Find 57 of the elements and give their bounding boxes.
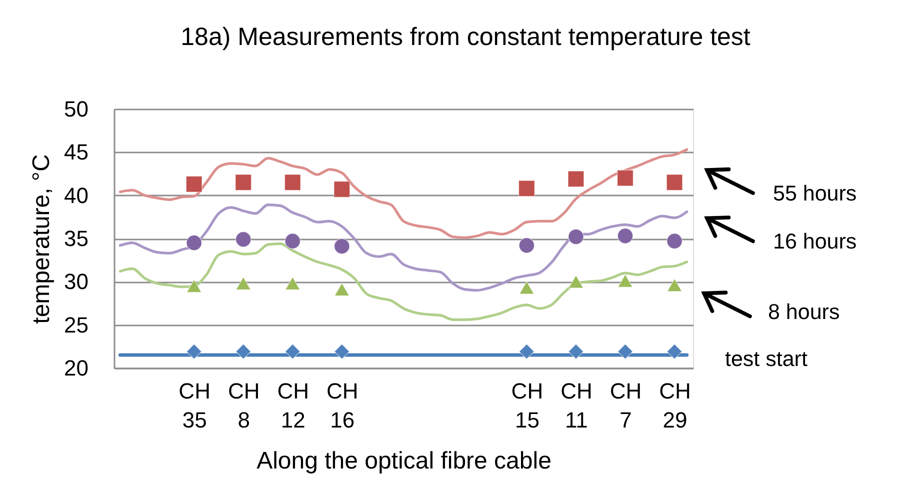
point xyxy=(334,282,350,296)
y-tick-label: 35 xyxy=(64,226,88,251)
y-tick-label: 45 xyxy=(64,140,88,165)
x-tick-label: CH 12 xyxy=(277,378,310,432)
point xyxy=(236,276,251,290)
y-tick-label: 25 xyxy=(64,312,88,338)
point xyxy=(568,344,584,360)
x-axis-title: Along the optical fibre cable xyxy=(256,448,552,474)
x-tick-label: CH 16 xyxy=(326,378,358,432)
chart-title: 18a) Measurements from constant temperature test xyxy=(180,23,750,51)
point xyxy=(666,233,682,249)
series-label: test start xyxy=(725,347,808,372)
point xyxy=(519,281,534,294)
point xyxy=(618,274,633,288)
point xyxy=(666,278,682,292)
point xyxy=(666,344,682,360)
point xyxy=(568,228,584,245)
point xyxy=(666,174,683,191)
point xyxy=(518,344,534,360)
x-tick-label: CH 8 xyxy=(228,378,260,432)
text: 16 hours xyxy=(773,230,857,254)
point xyxy=(617,170,634,186)
point xyxy=(334,181,350,198)
point xyxy=(235,174,252,191)
x-tick-label: CH 15 xyxy=(511,378,544,432)
text: 55 hours xyxy=(773,182,857,206)
y-tick-label: 40 xyxy=(64,182,88,208)
point xyxy=(284,174,301,191)
point xyxy=(334,344,350,360)
point xyxy=(186,279,202,293)
y-axis-title: temperature, °C xyxy=(28,154,56,324)
point xyxy=(186,344,202,360)
line-series xyxy=(118,242,688,321)
y-tick-label: 20 xyxy=(64,356,88,380)
x-tick-label: CH 35 xyxy=(178,378,210,432)
point xyxy=(617,228,634,244)
y-tick-label: 30 xyxy=(64,269,88,294)
y-tick-label: 50 xyxy=(64,96,88,122)
point xyxy=(518,180,535,197)
point xyxy=(284,344,300,360)
point xyxy=(568,170,584,188)
point xyxy=(334,238,350,254)
point xyxy=(618,344,633,360)
point xyxy=(186,234,202,251)
x-tick-label: CH 7 xyxy=(610,378,642,432)
x-tick-label: CH 11 xyxy=(560,378,592,432)
point xyxy=(186,176,202,192)
x-tick-label: CH 29 xyxy=(659,378,691,432)
point xyxy=(235,231,252,248)
line-series xyxy=(118,148,688,239)
point xyxy=(236,344,252,360)
point xyxy=(518,238,535,254)
point xyxy=(284,233,301,249)
text: 8 hours xyxy=(768,300,840,324)
line-series xyxy=(118,204,688,292)
point xyxy=(285,276,300,290)
point xyxy=(568,275,584,288)
